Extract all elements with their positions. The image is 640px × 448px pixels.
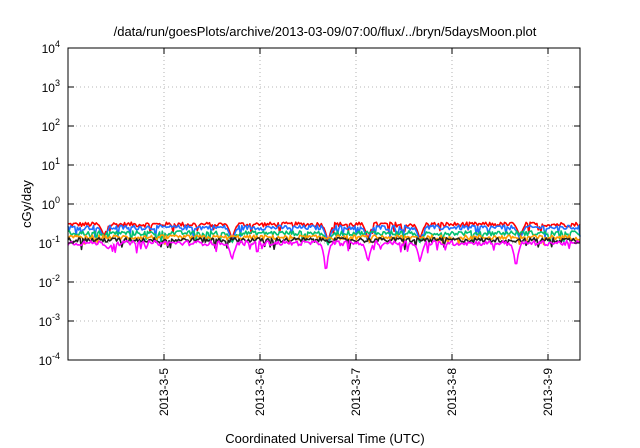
chart-title: /data/run/goesPlots/archive/2013-03-09/0… <box>114 24 537 39</box>
x-tick-label: 2013-3-9 <box>541 368 555 416</box>
x-tick-label: 2013-3-8 <box>445 368 459 416</box>
y-tick-label: 10-1 <box>39 234 60 251</box>
y-tick-label: 10-4 <box>39 351 60 368</box>
y-tick-label: 101 <box>42 156 60 173</box>
x-tick-label: 2013-3-5 <box>157 368 171 416</box>
series-line-0 <box>67 221 581 244</box>
y-axis: 10-4 10-3 10-2 10-1 100 101 102 103 104 <box>39 39 580 368</box>
x-tick-label: 2013-3-6 <box>253 368 267 416</box>
series-line-2 <box>67 230 581 246</box>
y-tick-label: 104 <box>42 39 60 56</box>
series-line-4 <box>67 236 581 251</box>
y-tick-label: 100 <box>42 195 60 212</box>
series-lines <box>67 221 581 270</box>
y-tick-label: 10-3 <box>39 312 60 329</box>
y-tick-label: 10-2 <box>39 273 60 290</box>
x-axis: 2013-3-5 2013-3-6 2013-3-7 2013-3-8 2013-3-9 <box>157 48 555 416</box>
y-tick-label: 103 <box>42 78 60 95</box>
y-axis-label: cGy/day <box>19 180 34 228</box>
x-tick-label: 2013-3-7 <box>349 368 363 416</box>
y-tick-label: 102 <box>42 117 60 134</box>
series-line-5 <box>67 240 581 270</box>
grid <box>68 48 580 360</box>
series-line-1 <box>67 224 581 246</box>
x-axis-label: Coordinated Universal Time (UTC) <box>225 431 424 446</box>
